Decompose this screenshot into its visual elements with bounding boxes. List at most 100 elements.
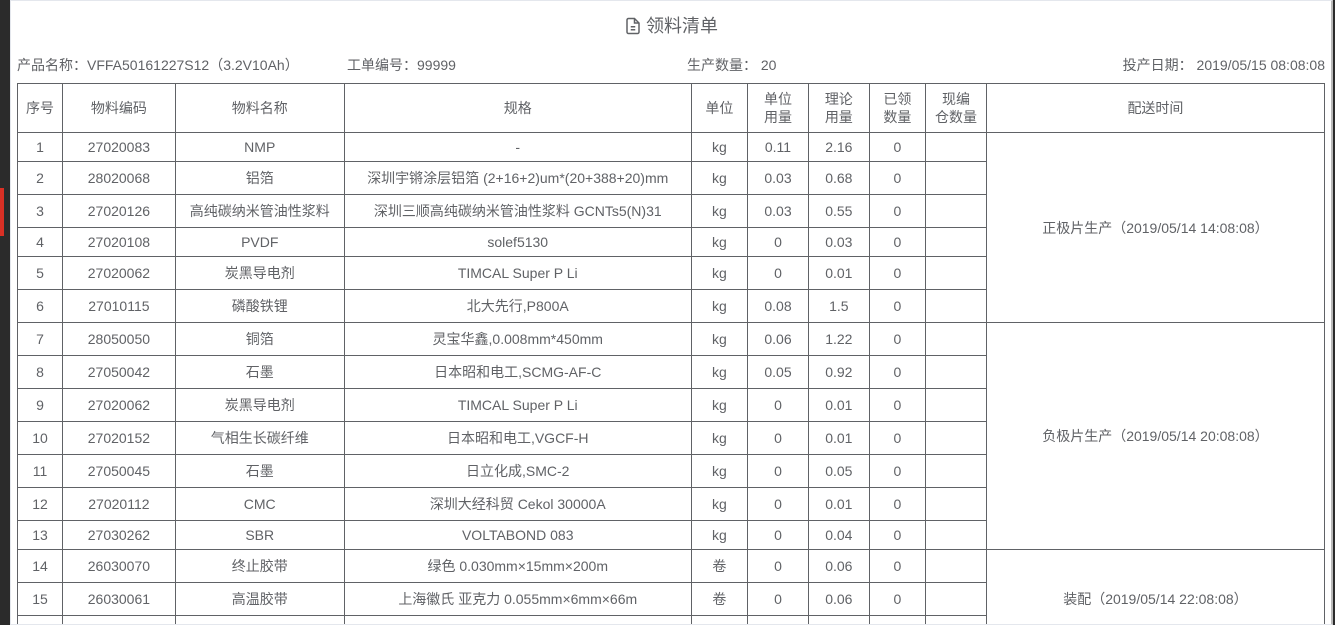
cell-name: 终止胶带: [175, 550, 344, 583]
cell-uqty: 0.05: [748, 356, 809, 389]
cell-spec: VOLTABOND 083: [344, 521, 691, 550]
cell-tqty: 0.01: [808, 422, 869, 455]
cell-stock: [926, 488, 987, 521]
cell-name: 高温胶带: [175, 583, 344, 616]
cell-spec: -: [344, 133, 691, 162]
cell-idx: 8: [18, 356, 63, 389]
cell-unit: kg: [691, 195, 747, 228]
cell-unit: kg: [691, 521, 747, 550]
product-field: 产品名称：VFFA50161227S12（3.2V10Ah）: [17, 55, 347, 75]
cell-code: 27020062: [63, 389, 176, 422]
cell-spec: 灵宝华鑫,0.008mm*450mm: [344, 323, 691, 356]
cell-stock: [926, 228, 987, 257]
cell-idx: 5: [18, 257, 63, 290]
cell-got: 0: [869, 133, 925, 162]
col-tqty: 理论用量: [808, 84, 869, 133]
cell-code: 27020126: [63, 195, 176, 228]
document-icon: [624, 17, 642, 35]
cell-unit: kg: [691, 323, 747, 356]
cell-name: NMP: [175, 133, 344, 162]
cell-name: 炭黑导电剂: [175, 389, 344, 422]
order-value: 99999: [417, 57, 456, 73]
cell-stock: [926, 455, 987, 488]
cell-idx: 10: [18, 422, 63, 455]
cell-got: 0: [869, 228, 925, 257]
cell-name: 磷酸铁锂: [175, 290, 344, 323]
cell-tqty: 0.06: [808, 550, 869, 583]
cell-unit: kg: [691, 389, 747, 422]
cell-stock: [926, 550, 987, 583]
table-row: 1426030070终止胶带绿色 0.030mm×15mm×200m卷00.06…: [18, 550, 1325, 583]
cell-uqty: 0: [748, 488, 809, 521]
cell-idx: 9: [18, 389, 63, 422]
cell-spec: 北大先行,P800A: [344, 290, 691, 323]
cell-name: 铜箔: [175, 323, 344, 356]
cell-delivery: 负极片生产（2019/05/14 20:08:08）: [986, 323, 1324, 550]
cell-tqty: 0.04: [808, 521, 869, 550]
cell-unit: kg: [691, 162, 747, 195]
cell-uqty: 0: [748, 228, 809, 257]
qty-value: 20: [761, 57, 777, 73]
product-value: VFFA50161227S12（3.2V10Ah）: [87, 57, 299, 73]
cell-unit: kg: [691, 422, 747, 455]
cell-unit: kg: [691, 356, 747, 389]
col-name: 物料名称: [175, 84, 344, 133]
col-spec: 规格: [344, 84, 691, 133]
cell-got: 0: [869, 323, 925, 356]
cell-got: 0: [869, 550, 925, 583]
qty-field: 生产数量： 20: [687, 55, 1123, 75]
cell-tqty: 2.16: [808, 133, 869, 162]
cell-uqty: 0.11: [748, 133, 809, 162]
cell-tqty: 1.5: [808, 290, 869, 323]
col-uqty: 单位用量: [748, 84, 809, 133]
material-requisition-panel: 领料清单 产品名称：VFFA50161227S12（3.2V10Ah） 工单编号…: [10, 0, 1333, 625]
table-row: 728050050铜箔灵宝华鑫,0.008mm*450mmkg0.061.220…: [18, 323, 1325, 356]
cell-stock: [926, 389, 987, 422]
cell-idx: 3: [18, 195, 63, 228]
cell-name: 隔膜纸: [175, 616, 344, 625]
cell-name: CMC: [175, 488, 344, 521]
cell-got: 0: [869, 488, 925, 521]
cell-code: 26030061: [63, 583, 176, 616]
cell-stock: [926, 290, 987, 323]
cell-code: 22070082: [63, 616, 176, 625]
cell-uqty: 0: [748, 422, 809, 455]
cell-idx: 6: [18, 290, 63, 323]
cell-uqty: 0: [748, 550, 809, 583]
panel-title-text: 领料清单: [646, 16, 718, 36]
cell-stock: [926, 521, 987, 550]
cell-stock: [926, 583, 987, 616]
cell-code: 27020062: [63, 257, 176, 290]
cell-idx: 12: [18, 488, 63, 521]
cell-code: 27030262: [63, 521, 176, 550]
cell-uqty: 0.06: [748, 323, 809, 356]
cell-tqty: 0.68: [808, 162, 869, 195]
cell-delivery: 正极片生产（2019/05/14 14:08:08）: [986, 133, 1324, 323]
cell-spec: 日本昭和电工,VGCF-H: [344, 422, 691, 455]
cell-unit: kg: [691, 455, 747, 488]
cell-got: 0: [869, 521, 925, 550]
cell-got: 0: [869, 616, 925, 625]
cell-name: 石墨: [175, 455, 344, 488]
cell-idx: 4: [18, 228, 63, 257]
cell-idx: 16: [18, 616, 63, 625]
cell-got: 0: [869, 389, 925, 422]
cell-got: 0: [869, 257, 925, 290]
cell-name: PVDF: [175, 228, 344, 257]
qty-label: 生产数量：: [687, 57, 757, 73]
col-deliv: 配送时间: [986, 84, 1324, 133]
cell-name: 高纯碳纳米管油性浆料: [175, 195, 344, 228]
cell-code: 28050050: [63, 323, 176, 356]
cell-tqty: 1.22: [808, 323, 869, 356]
cell-code: 27020108: [63, 228, 176, 257]
cell-spec: 深圳宇锵涂层铝箔 (2+16+2)um*(20+388+20)mm: [344, 162, 691, 195]
table-row: 127020083NMP-kg0.112.160正极片生产（2019/05/14…: [18, 133, 1325, 162]
cell-got: 0: [869, 195, 925, 228]
cell-delivery: 装配（2019/05/14 22:08:08）: [986, 550, 1324, 625]
cell-stock: [926, 133, 987, 162]
cell-unit: 卷: [691, 583, 747, 616]
table-head: 序号 物料编码 物料名称 规格 单位 单位用量 理论用量 已领数量 现编仓数量 …: [18, 84, 1325, 133]
cell-name: 石墨: [175, 356, 344, 389]
cell-stock: [926, 162, 987, 195]
material-table: 序号 物料编码 物料名称 规格 单位 单位用量 理论用量 已领数量 现编仓数量 …: [17, 83, 1325, 625]
